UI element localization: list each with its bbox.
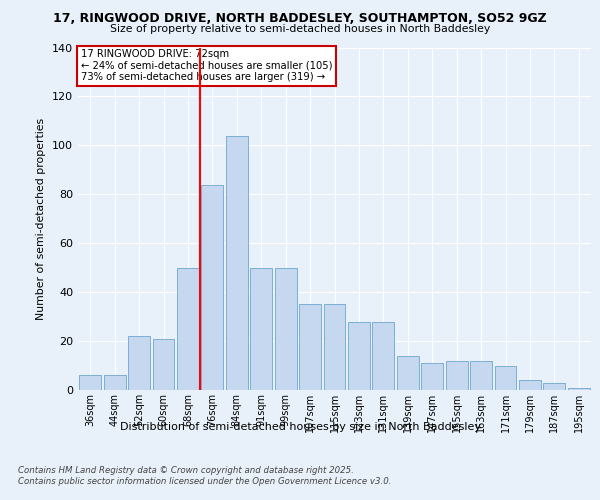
Bar (104, 376, 125, 390)
Y-axis label: Number of semi-detached properties: Number of semi-detached properties (37, 118, 46, 320)
Text: Distribution of semi-detached houses by size in North Baddesley: Distribution of semi-detached houses by … (119, 422, 481, 432)
Bar (348, 322, 370, 390)
Bar (421, 363, 443, 390)
Bar (152, 338, 175, 390)
Text: 17, RINGWOOD DRIVE, NORTH BADDESLEY, SOUTHAMPTON, SO52 9GZ: 17, RINGWOOD DRIVE, NORTH BADDESLEY, SOU… (53, 12, 547, 26)
Bar (494, 366, 517, 390)
Bar (299, 304, 321, 390)
Bar (275, 268, 296, 390)
Bar (226, 136, 248, 390)
Bar (568, 388, 590, 390)
Text: Size of property relative to semi-detached houses in North Baddesley: Size of property relative to semi-detach… (110, 24, 490, 34)
Bar (79, 376, 101, 390)
Bar (373, 322, 394, 390)
Bar (519, 380, 541, 390)
Bar (128, 336, 150, 390)
Bar (544, 382, 565, 390)
Bar (177, 268, 199, 390)
Bar (397, 356, 419, 390)
Bar (323, 304, 346, 390)
Bar (446, 360, 467, 390)
Bar (250, 268, 272, 390)
Text: 17 RINGWOOD DRIVE: 72sqm
← 24% of semi-detached houses are smaller (105)
73% of : 17 RINGWOOD DRIVE: 72sqm ← 24% of semi-d… (80, 49, 332, 82)
Bar (202, 184, 223, 390)
Bar (470, 360, 492, 390)
Text: Contains public sector information licensed under the Open Government Licence v3: Contains public sector information licen… (18, 477, 392, 486)
Text: Contains HM Land Registry data © Crown copyright and database right 2025.: Contains HM Land Registry data © Crown c… (18, 466, 354, 475)
